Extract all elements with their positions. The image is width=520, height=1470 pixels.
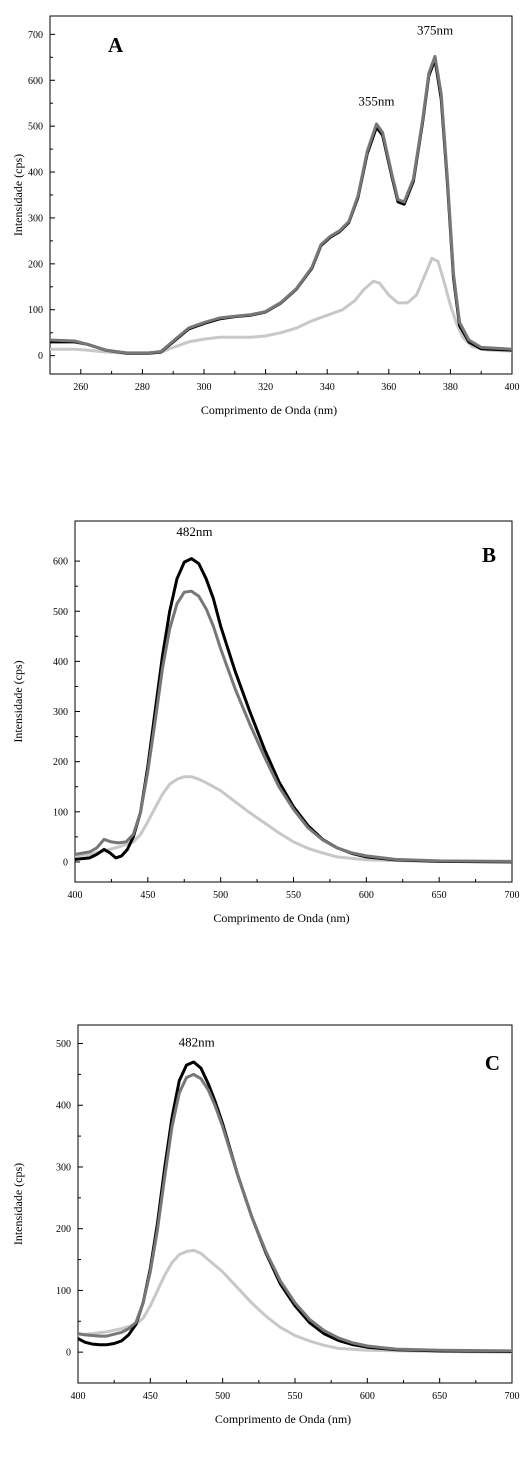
chart-c-x-tick-label: 700 (505, 1391, 520, 1402)
chart-a-y-axis-label: Intensidade (cps) (11, 154, 25, 236)
chart-c-y-tick-label: 300 (56, 1162, 71, 1173)
chart-c-y-tick-label: 500 (56, 1039, 71, 1050)
chart-b-peak-annotation: 482nm (176, 524, 212, 539)
chart-b-x-tick-label: 500 (213, 890, 228, 901)
chart-c-series-line-2 (78, 1072, 512, 1353)
chart-c-x-tick-label: 400 (71, 1391, 86, 1402)
chart-b-series-line-2 (75, 589, 512, 863)
chart-a-series-line-2 (50, 54, 512, 355)
chart-a-y-tick-label: 700 (28, 30, 43, 41)
chart-b-x-axis-label: Comprimento de Onda (nm) (213, 911, 349, 925)
chart-a-y-tick-label: 600 (28, 76, 43, 87)
chart-a-y-tick-label: 100 (28, 305, 43, 316)
chart-b-x-tick-label: 650 (432, 890, 447, 901)
chart-a-x-axis-label: Comprimento de Onda (nm) (201, 403, 337, 417)
chart-a-x-tick-label: 260 (73, 382, 88, 393)
chart-b-panel: 400 450 500 550 600 650 700 0 100 200 300 400 500 600… (11, 520, 520, 925)
chart-b-x-tick-label: 600 (359, 890, 374, 901)
chart-a-peak-annotation: 355nm (358, 94, 394, 109)
chart-c-plot-frame (77, 1024, 513, 1384)
chart-b-x-tick-label: 700 (505, 890, 520, 901)
chart-b-y-tick-label: 400 (53, 657, 68, 668)
chart-b-y-tick-label: 600 (53, 557, 68, 568)
chart-a-y-tick-label: 400 (28, 168, 43, 179)
chart-c-x-tick-label: 450 (143, 1391, 158, 1402)
chart-a-x-tick-label: 380 (443, 382, 458, 393)
chart-c-x-tick-label: 650 (432, 1391, 447, 1402)
chart-b-x-tick-label: 400 (68, 890, 83, 901)
chart-c-y-tick-label: 200 (56, 1224, 71, 1235)
chart-b-x-tick-label: 450 (140, 890, 155, 901)
chart-a-x-tick-label: 280 (135, 382, 150, 393)
chart-b-panel-label: B (482, 543, 496, 567)
chart-b-plot-frame (74, 520, 513, 883)
chart-a-x-tick-label: 400 (505, 382, 520, 393)
chart-b-y-tick-label: 300 (53, 707, 68, 718)
chart-c-x-tick-label: 550 (288, 1391, 303, 1402)
chart-b-y-tick-label: 0 (63, 857, 68, 868)
chart-c-y-axis-label: Intensidade (cps) (11, 1163, 25, 1245)
chart-a-y-tick-label: 300 (28, 213, 43, 224)
chart-a-peak-annotation: 375nm (417, 22, 453, 37)
chart-c-x-tick-label: 500 (215, 1391, 230, 1402)
chart-b-y-tick-label: 200 (53, 757, 68, 768)
chart-a-x-tick-label: 320 (258, 382, 273, 393)
chart-c-y-tick-label: 400 (56, 1101, 71, 1112)
chart-a-series-line-3 (50, 256, 512, 355)
chart-a-panel-label: A (108, 33, 124, 57)
chart-a-x-tick-label: 300 (197, 382, 212, 393)
chart-c-y-tick-label: 0 (66, 1348, 71, 1359)
chart-b-x-tick-label: 550 (286, 890, 301, 901)
chart-c-panel-label: C (485, 1051, 500, 1075)
chart-c-series-line-1 (78, 1060, 512, 1353)
chart-c-y-tick-label: 100 (56, 1286, 71, 1297)
chart-b-y-tick-label: 100 (53, 807, 68, 818)
chart-c-panel: 400 450 500 550 600 650 700 0 100 200 300 400 500 Com… (11, 1024, 520, 1426)
chart-b-y-axis-label: Intensidade (cps) (11, 660, 25, 742)
chart-a-panel: 260 280 300 320 340 360 380 400 0 100 200 300 400 500… (11, 15, 520, 417)
chart-c-x-axis-label: Comprimento de Onda (nm) (215, 1412, 351, 1426)
chart-b-y-tick-label: 500 (53, 607, 68, 618)
chart-c-x-tick-label: 600 (360, 1391, 375, 1402)
chart-a-plot-frame (49, 15, 513, 375)
chart-a-y-tick-label: 500 (28, 122, 43, 133)
chart-a-x-tick-label: 340 (320, 382, 335, 393)
chart-c-peak-annotation: 482nm (179, 1035, 215, 1050)
chart-a-y-tick-label: 0 (38, 351, 43, 362)
chart-b-series-line-3 (75, 775, 512, 864)
chart-c-series-line-3 (78, 1248, 512, 1354)
chart-a-y-tick-label: 200 (28, 259, 43, 270)
chart-a-x-tick-label: 360 (381, 382, 396, 393)
